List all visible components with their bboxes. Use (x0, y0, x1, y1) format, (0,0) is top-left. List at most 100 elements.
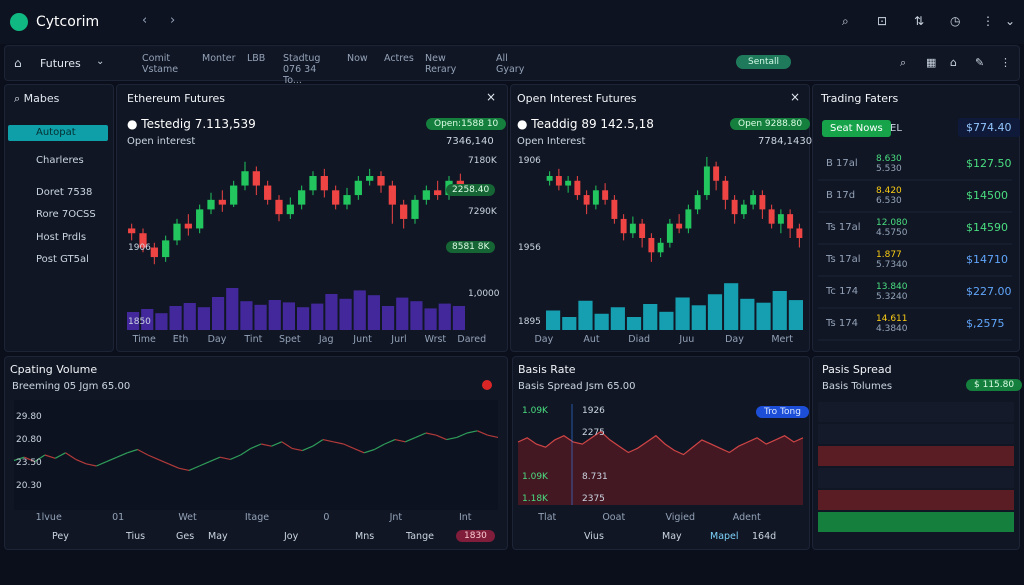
tab[interactable]: LBB (247, 53, 266, 64)
candle-body (639, 223, 646, 238)
row-value: 4.5750 (876, 228, 908, 238)
close-button[interactable]: × (790, 90, 801, 104)
sidebar-item[interactable]: Doret 7538 (36, 187, 93, 198)
footer-label: Mapel (710, 531, 739, 542)
candle-body (241, 171, 249, 186)
x-label: Jurl (391, 334, 407, 345)
x-label: Int (458, 512, 472, 523)
x-label: 0 (323, 512, 330, 523)
row-value: 5.530 (876, 164, 902, 174)
volume-bar (127, 312, 140, 330)
icon[interactable]: ▦ (926, 56, 937, 69)
forward-button[interactable]: › (170, 13, 176, 28)
candle-body (309, 176, 317, 191)
row-bg (818, 512, 1014, 532)
footer-label: Joy (284, 531, 299, 542)
line (517, 430, 804, 456)
x-label: Adent (732, 512, 761, 523)
row-price: $,2575 (966, 317, 1005, 330)
candle-body (128, 228, 136, 234)
icon[interactable]: ⋮ (1000, 56, 1011, 69)
tab[interactable]: Monter (202, 53, 236, 64)
candle-body (796, 228, 803, 238)
icon: ⌂ (14, 56, 22, 70)
sentall-button[interactable]: Sentall (736, 55, 791, 69)
volume-bar (226, 288, 239, 330)
candle-body (777, 214, 784, 224)
sidebar-item[interactable]: Post GT5al (36, 254, 89, 265)
sidebar-item[interactable]: Charleres (36, 155, 84, 166)
headline-text: Teaddig 89 142.5,18 (531, 117, 654, 131)
sidebar-item[interactable]: Host Prdls (36, 232, 87, 243)
candle-body (703, 166, 710, 196)
sidebar-item[interactable]: Autopat (8, 125, 108, 141)
icon[interactable]: ✎ (975, 56, 985, 69)
candle-body (377, 176, 385, 186)
icon[interactable]: ⇅ (914, 14, 925, 28)
row-bg (818, 490, 1014, 510)
axis-label: 1.09K (522, 406, 548, 416)
axis-label: 8.731 (582, 472, 608, 482)
volume-bar (197, 307, 210, 330)
icon[interactable]: ⋮ (982, 14, 994, 28)
seat-button[interactable]: Seat Nows (822, 120, 891, 137)
candle-body (388, 185, 396, 205)
search-icon[interactable]: ⌕ (842, 14, 849, 28)
candle-body (583, 195, 590, 205)
volume-bar (659, 311, 674, 330)
row-bg (818, 424, 1014, 444)
tab[interactable]: Comit Vstame (142, 53, 179, 75)
panel-title: Trading Faters (821, 92, 899, 105)
badge: Open:1588 10 (426, 118, 507, 130)
market-select[interactable]: Futures (40, 57, 81, 70)
alert-dot (482, 380, 492, 390)
dropdown-icon: ⌄ (96, 56, 105, 67)
sub-label: Open interest (127, 136, 196, 147)
line-segment (65, 452, 77, 460)
footer-label: May (208, 531, 228, 542)
x-label: Day (725, 334, 744, 345)
volume-bar (424, 308, 437, 330)
candle-body (546, 176, 553, 181)
line-segment (230, 454, 241, 460)
x-label: Jnt (389, 512, 403, 523)
row-value: 1.877 (876, 250, 902, 260)
volume-bar (691, 305, 706, 330)
row-price: $127.50 (966, 157, 1012, 170)
icon[interactable]: ◷ (950, 14, 961, 28)
line-segment (487, 434, 499, 438)
sidebar-item[interactable]: Rore 7OCSS (36, 209, 96, 220)
line-segment (343, 443, 355, 449)
close-button[interactable]: × (486, 90, 497, 104)
headline: ● Teaddig 89 142.5,18 (517, 117, 654, 131)
icon[interactable]: ⊡ (877, 14, 888, 28)
icon[interactable]: ⌄ (1005, 14, 1016, 28)
candle-body (620, 218, 627, 234)
volume-bar (610, 307, 625, 330)
tab[interactable]: All Gyary (496, 53, 525, 75)
axis-label: 7290K (468, 207, 497, 217)
volume-bar (297, 307, 310, 330)
back-button[interactable]: ‹ (142, 13, 148, 28)
candle-body (162, 240, 170, 258)
panel-title: Ethereum Futures (127, 92, 225, 105)
line-segment (137, 448, 149, 456)
volume-bar (183, 303, 196, 330)
tab[interactable]: Actres (384, 53, 414, 64)
candle-body (196, 209, 204, 229)
line-segment (209, 456, 221, 463)
tab[interactable]: New Rerary (425, 53, 457, 75)
icon[interactable]: ⌕ (900, 56, 907, 69)
line-segment (85, 463, 97, 467)
x-label: Day (207, 334, 227, 345)
tab[interactable]: Now (347, 53, 368, 64)
icon[interactable]: ⌂ (950, 56, 957, 69)
line-segment (44, 454, 56, 459)
line-segment (261, 443, 272, 447)
axis-label: 2275 (582, 428, 605, 438)
row-value: 12.080 (876, 218, 908, 228)
row-label: Ts 17al (826, 222, 861, 233)
volume-bar (452, 306, 465, 330)
candle-body (354, 180, 362, 196)
